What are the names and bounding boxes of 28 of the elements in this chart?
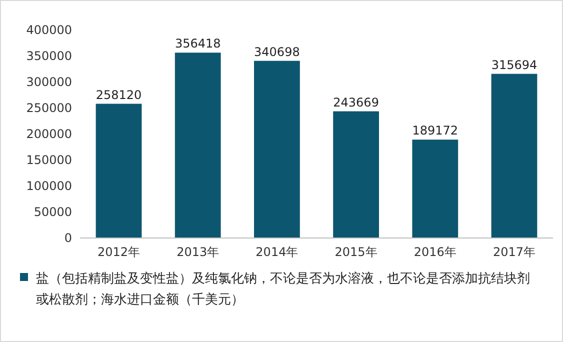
x-tick-label: 2014年: [256, 245, 298, 259]
bar: [96, 104, 142, 238]
data-label: 189172: [412, 124, 458, 138]
bar: [412, 140, 458, 238]
y-tick-label: 350000: [26, 49, 72, 64]
x-tick-label: 2016年: [414, 245, 456, 259]
y-tick-label: 200000: [26, 127, 72, 142]
data-label: 356418: [174, 36, 221, 51]
x-tick-label: 2013年: [176, 245, 220, 259]
y-tick-label: 0: [64, 231, 72, 246]
y-tick-label: 300000: [26, 75, 72, 90]
y-tick-label: 100000: [26, 179, 72, 194]
x-tick-label: 2017年: [492, 245, 536, 259]
y-tick-label: 250000: [26, 101, 72, 116]
x-tick-label: 2015年: [334, 245, 378, 259]
data-label: 315694: [491, 58, 538, 72]
bar: [491, 74, 538, 238]
bar: [174, 52, 221, 238]
legend-label: 盐（包括精制盐及变性盐）及纯氯化钠，不论是否为水溶液，也不论是否添加抗结块剂或松散剂；海水进口金额（千美元）: [36, 270, 530, 308]
data-label: 340698: [254, 44, 300, 59]
y-tick-label: 150000: [26, 153, 72, 168]
bar: [333, 111, 379, 238]
bar: [254, 60, 300, 238]
data-label: 258120: [96, 88, 142, 102]
data-label: 243669: [333, 95, 379, 110]
x-tick-label: 2012年: [97, 245, 140, 259]
y-tick-label: 400000: [26, 23, 72, 38]
y-tick-label: 50000: [34, 205, 72, 220]
